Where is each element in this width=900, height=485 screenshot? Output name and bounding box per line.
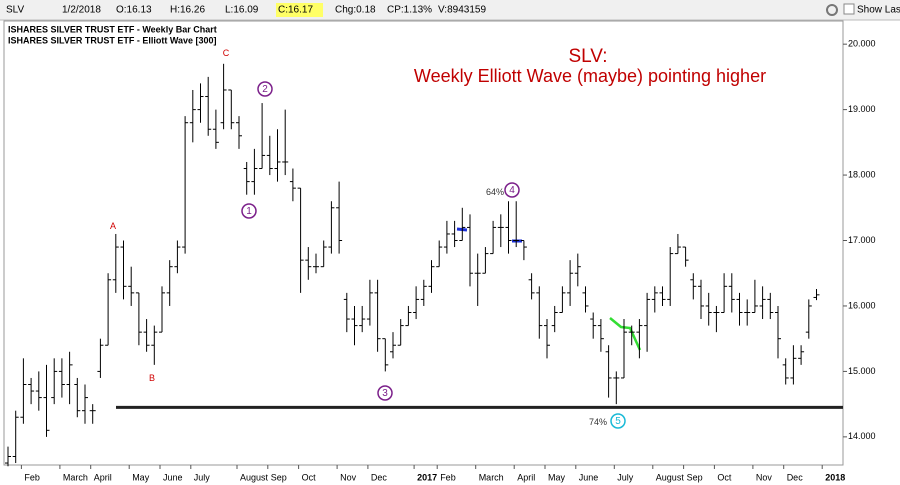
x-tick-label: Feb xyxy=(24,472,40,482)
x-tick-label: July xyxy=(617,472,634,482)
wave-circle xyxy=(241,203,257,219)
x-tick-label: June xyxy=(163,472,183,482)
wave-label: 2 xyxy=(262,84,268,95)
toolbar xyxy=(0,0,900,20)
x-tick-label: Nov xyxy=(756,472,773,482)
symbol: SLV xyxy=(6,5,24,16)
x-tick-label: April xyxy=(94,472,112,482)
y-tick-label: 20.000 xyxy=(848,39,876,49)
wave-label: 1 xyxy=(246,206,252,217)
wave-label: B xyxy=(149,373,155,383)
x-tick-label: Oct xyxy=(717,472,732,482)
wave-trendline xyxy=(609,317,642,351)
y-tick-label: 19.000 xyxy=(848,104,876,114)
x-tick-label: 2017 xyxy=(417,472,437,482)
wave-label: A xyxy=(110,221,116,231)
open: O:16.13 xyxy=(116,5,152,16)
wave-circle xyxy=(257,81,273,97)
volume: V:8943159 xyxy=(438,5,486,16)
x-tick-label: Dec xyxy=(787,472,804,482)
wave-label: 5 xyxy=(615,416,621,427)
close: C:16.17 xyxy=(278,5,313,16)
x-tick-label: Sep xyxy=(271,472,287,482)
change: Chg:0.18 xyxy=(335,5,376,16)
x-tick-label: 2018 xyxy=(825,472,845,482)
low: L:16.09 xyxy=(225,5,259,16)
x-tick-label: June xyxy=(579,472,599,482)
show-last-label[interactable]: Show Last xyxy=(857,5,900,16)
x-tick-label: April xyxy=(517,472,535,482)
x-tick-label: Dec xyxy=(371,472,388,482)
wave-circle xyxy=(504,182,520,198)
x-tick-label: March xyxy=(479,472,504,482)
close-highlight xyxy=(276,3,323,17)
x-tick-label: July xyxy=(194,472,211,482)
wave-label: 4 xyxy=(509,185,515,196)
x-tick-label: May xyxy=(132,472,150,482)
legend-entry: ISHARES SILVER TRUST ETF - Elliott Wave … xyxy=(8,35,217,45)
wave-label: 74% xyxy=(589,417,607,427)
y-tick-label: 16.000 xyxy=(848,300,876,310)
plot-frame xyxy=(3,20,844,466)
chart-title: SLV: xyxy=(568,46,607,67)
date: 1/2/2018 xyxy=(62,5,101,16)
legend-entry: ISHARES SILVER TRUST ETF - Weekly Bar Ch… xyxy=(8,24,217,34)
x-tick-label: August xyxy=(656,472,685,482)
chart-subtitle: Weekly Elliott Wave (maybe) pointing hig… xyxy=(414,66,766,86)
high: H:16.26 xyxy=(170,5,205,16)
x-tick-label: Nov xyxy=(340,472,357,482)
x-tick-label: March xyxy=(63,472,88,482)
show-last-checkbox[interactable] xyxy=(843,3,855,15)
x-tick-label: May xyxy=(548,472,566,482)
wave-label: 3 xyxy=(382,388,388,399)
x-tick-label: Feb xyxy=(440,472,456,482)
x-tick-label: Sep xyxy=(687,472,703,482)
y-tick-label: 17.000 xyxy=(848,235,876,245)
wave-label: C xyxy=(223,48,230,58)
settings-icon[interactable] xyxy=(826,4,838,16)
wave-circle xyxy=(377,385,393,401)
wave-label: 64% xyxy=(486,187,504,197)
y-tick-label: 18.000 xyxy=(848,169,876,179)
change-pct: CP:1.13% xyxy=(387,5,432,16)
y-tick-label: 15.000 xyxy=(848,366,876,376)
x-tick-label: Oct xyxy=(302,472,317,482)
x-tick-label: August xyxy=(240,472,269,482)
wave-circle xyxy=(610,413,626,429)
y-tick-label: 14.000 xyxy=(848,431,876,441)
